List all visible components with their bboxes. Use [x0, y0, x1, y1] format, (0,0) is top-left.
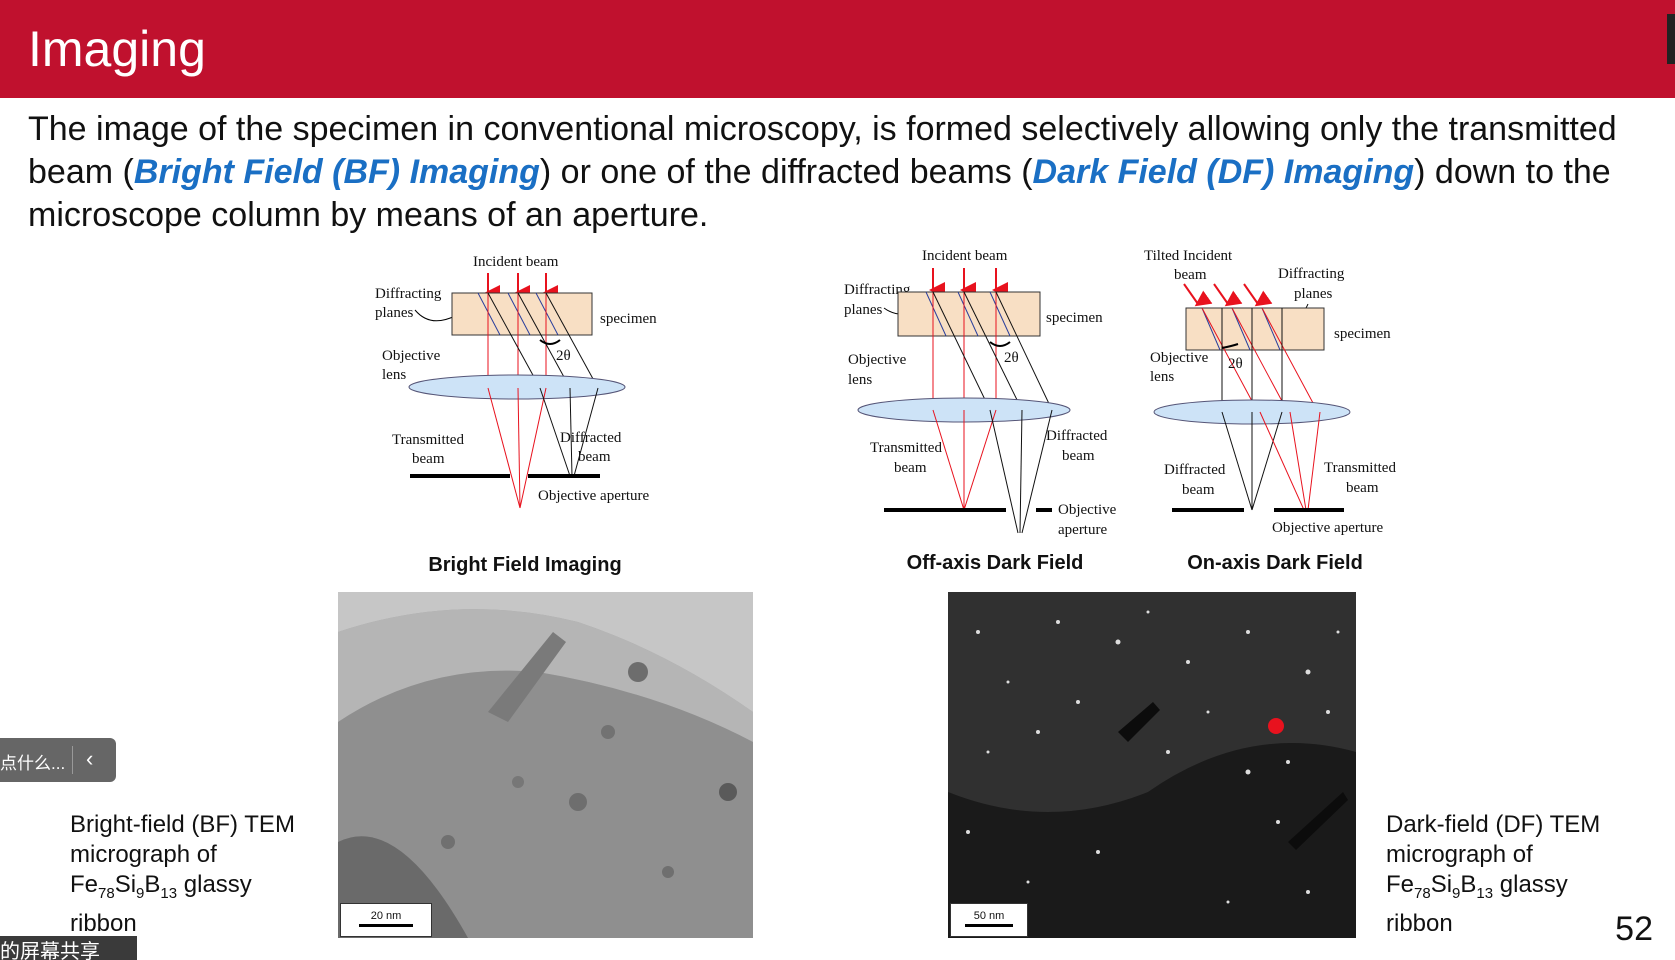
specimen-label: specimen — [1046, 310, 1103, 326]
planes-label: planes — [375, 305, 413, 321]
diffracted-label: Diffracted — [1046, 428, 1108, 444]
aperture-label-2: aperture — [1058, 522, 1107, 538]
aperture-label: Objective aperture — [1272, 520, 1384, 536]
df-micrograph: 50 nm — [948, 592, 1356, 938]
df-scale-label: 50 nm — [973, 910, 1005, 922]
df-desc-line1: Dark-field (DF) TEM — [1386, 811, 1601, 838]
bf-desc-line2: micrograph of — [70, 841, 217, 868]
objective-label: Objective — [848, 352, 907, 368]
specimen-label: specimen — [600, 311, 657, 327]
df-desc-line2: micrograph of — [1386, 841, 1533, 868]
bf-caption: Bright Field Imaging — [428, 554, 622, 576]
diffracted-label: Diffracted — [1164, 462, 1226, 478]
diffracting-label: Diffracting — [1278, 266, 1345, 282]
tilted-beam-label: beam — [1174, 267, 1207, 283]
toolbar-label[interactable]: 点什么... — [0, 754, 66, 773]
transmitted-label: Transmitted — [392, 432, 464, 448]
on-axis-df-diagram: Tilted Incident beam Diffracting planes … — [1140, 248, 1430, 548]
specimen-box — [897, 291, 1041, 337]
page-number: 52 — [1615, 910, 1653, 948]
screen-share-label[interactable]: 的屏幕共享 — [0, 941, 100, 960]
intro-text-3: ) down to the microscope column by means… — [28, 153, 1611, 234]
intro-text-1: The image of the specimen in conventiona… — [28, 110, 1617, 191]
df-scale-bar: 50 nm — [950, 903, 1028, 937]
objective-label: Objective — [1150, 350, 1209, 366]
floating-toolbar[interactable]: 点什么... ‹ — [0, 738, 116, 782]
lens-label: lens — [382, 367, 406, 383]
transmitted-beam-label: beam — [412, 451, 445, 467]
planes-label: planes — [1294, 286, 1332, 302]
bf-micrograph: 20 nm — [338, 592, 753, 938]
off-axis-df-diagram: Incident beam Diffracting planes specime… — [840, 248, 1140, 548]
intro-paragraph: The image of the specimen in conventiona… — [28, 108, 1648, 237]
tilted-incident-label: Tilted Incident — [1144, 248, 1233, 264]
df-desc-formula: Fe78Si9B13 glassy — [1386, 871, 1568, 902]
diffracted-beam-label: beam — [1182, 482, 1215, 498]
bf-scale-bar: 20 nm — [340, 903, 432, 937]
diffracting-label: Diffracting — [844, 282, 911, 298]
toolbar-divider — [72, 746, 73, 774]
aperture-label: Objective aperture — [538, 488, 650, 504]
objective-lens — [408, 374, 626, 400]
specimen-label: specimen — [1334, 326, 1391, 342]
planes-label: planes — [844, 302, 882, 318]
aperture-label: Objective — [1058, 502, 1117, 518]
onaxis-caption: On-axis Dark Field — [1187, 552, 1363, 574]
bf-desc-line1: Bright-field (BF) TEM — [70, 811, 295, 838]
transmitted-beam-label: beam — [1346, 480, 1379, 496]
incident-beam-label: Incident beam — [473, 254, 559, 270]
bf-description: Bright-field (BF) TEM micrograph of Fe78… — [70, 810, 330, 939]
offaxis-caption: Off-axis Dark Field — [906, 552, 1084, 574]
diffracted-beam-label: beam — [578, 449, 611, 465]
screen-share-banner[interactable]: 的屏幕共享 — [0, 936, 137, 960]
bf-desc-formula: Fe78Si9B13 glassy — [70, 871, 252, 902]
transmitted-beam-label: beam — [894, 460, 927, 476]
bright-field-diagram: Incident beam Diffracting planes specime… — [360, 248, 680, 548]
lens-label: lens — [848, 372, 872, 388]
incident-beam-label: Incident beam — [922, 248, 1008, 264]
specimen-box — [1185, 307, 1325, 351]
diffracted-beam-label: beam — [1062, 448, 1095, 464]
transmitted-label: Transmitted — [1324, 460, 1396, 476]
slide-header: Imaging — [0, 0, 1675, 98]
two-theta-label: 2θ — [556, 348, 571, 364]
bf-scale-label: 20 nm — [370, 910, 402, 922]
window-edge — [1667, 14, 1675, 64]
red-pointer — [1268, 718, 1284, 734]
dark-field-highlight: Dark Field (DF) Imaging — [1032, 153, 1415, 191]
transmitted-label: Transmitted — [870, 440, 942, 456]
df-description: Dark-field (DF) TEM micrograph of Fe78Si… — [1386, 810, 1646, 939]
two-theta-label: 2θ — [1228, 356, 1243, 372]
diffracting-label: Diffracting — [375, 286, 442, 302]
bf-desc-line4: ribbon — [70, 909, 137, 937]
intro-text-2: ) or one of the diffracted beams ( — [539, 153, 1033, 191]
df-desc-line4: ribbon — [1386, 909, 1453, 937]
diffracted-label: Diffracted — [560, 430, 622, 446]
slide-title: Imaging — [28, 21, 206, 77]
objective-label: Objective — [382, 348, 441, 364]
two-theta-label: 2θ — [1004, 350, 1019, 366]
lens-label: lens — [1150, 369, 1174, 385]
chevron-left-icon[interactable]: ‹ — [86, 746, 94, 771]
bright-field-highlight: Bright Field (BF) Imaging — [133, 153, 540, 191]
